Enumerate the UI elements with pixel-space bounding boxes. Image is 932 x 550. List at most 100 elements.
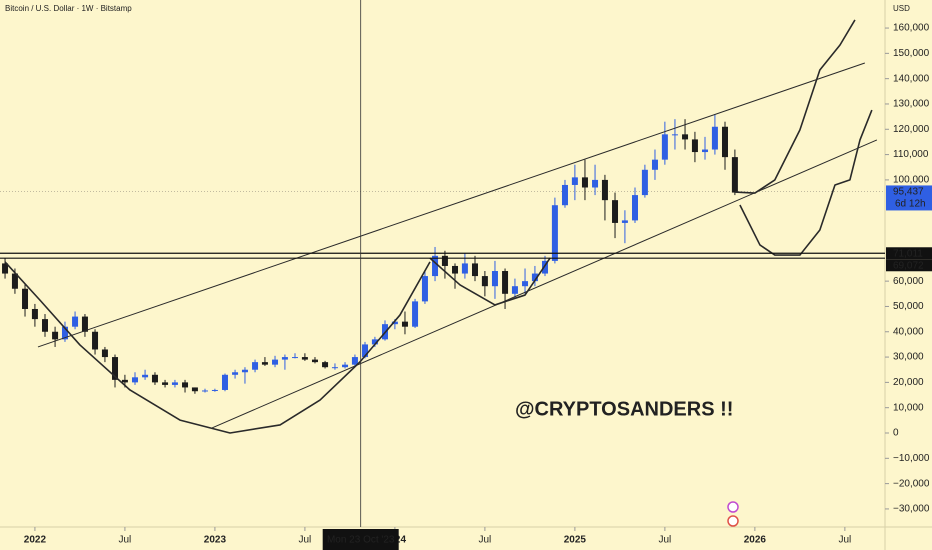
candle-body xyxy=(571,177,578,185)
candle-body xyxy=(441,255,448,266)
candle-body xyxy=(61,326,68,340)
y-tick-label: 10,000 xyxy=(893,402,924,413)
candle-body xyxy=(311,359,318,363)
candle-body xyxy=(691,139,698,153)
candle-body xyxy=(581,177,588,188)
x-tick-label: Jul xyxy=(119,535,132,546)
candle-body xyxy=(721,126,728,158)
candle-body xyxy=(301,357,308,360)
candle-body xyxy=(651,159,658,170)
plot-area xyxy=(0,19,885,434)
candle-body xyxy=(522,281,529,287)
candle-body xyxy=(362,344,369,358)
candle-body xyxy=(292,357,298,359)
candle-body xyxy=(261,362,268,365)
candle-body xyxy=(481,276,488,287)
candle-body xyxy=(101,349,108,358)
candle-body xyxy=(592,179,599,188)
candle-body xyxy=(342,364,349,368)
y-tick-label: 0 xyxy=(893,428,899,439)
trend-drawing xyxy=(739,109,873,256)
candle-body xyxy=(112,357,119,380)
x-tick-label: Jul xyxy=(299,535,312,546)
chart-title: Bitcoin / U.S. Dollar · 1W · Bitstamp xyxy=(5,4,132,13)
candle-body xyxy=(682,134,689,140)
y-tick-label: 120,000 xyxy=(893,124,930,135)
candle-body xyxy=(432,255,439,277)
trend-drawing xyxy=(211,139,878,429)
price-label: 95,437 xyxy=(893,187,924,198)
candle-body xyxy=(391,321,398,325)
icon xyxy=(727,501,739,513)
y-tick-label: 130,000 xyxy=(893,99,930,110)
candle-body xyxy=(322,362,329,368)
candle-body xyxy=(182,382,189,388)
candle-body xyxy=(461,263,468,274)
candle-body xyxy=(171,382,178,385)
candle-body xyxy=(211,389,218,391)
candle-body xyxy=(531,273,538,282)
crosshair-label: Mon 23 Oct '23 xyxy=(327,535,395,546)
x-tick-label: 2025 xyxy=(564,535,587,546)
candle-body xyxy=(202,390,209,392)
candle-body xyxy=(81,316,88,332)
candle-body xyxy=(671,134,678,136)
y-tick-label: 40,000 xyxy=(893,326,924,337)
crosshair-label-box xyxy=(322,529,399,550)
candle-body xyxy=(371,339,378,345)
candle-body xyxy=(52,331,59,340)
candle-body xyxy=(22,288,29,309)
candle-body xyxy=(281,357,288,360)
candle-body xyxy=(2,263,9,274)
candle-body xyxy=(612,200,619,223)
y-tick-label: 20,000 xyxy=(893,377,924,388)
candle-body xyxy=(711,126,718,150)
candle-body xyxy=(232,372,239,375)
level-label: 71,011 xyxy=(893,248,923,259)
y-tick-label: 150,000 xyxy=(893,48,930,59)
candle-body xyxy=(162,382,169,385)
x-tick-label: 2023 xyxy=(204,535,227,546)
candle-body xyxy=(252,362,259,370)
candle-body xyxy=(731,157,738,193)
candle-body xyxy=(621,220,628,223)
candle-body xyxy=(151,374,158,383)
candle-body xyxy=(11,273,18,289)
candle-body xyxy=(191,387,198,392)
candle-body xyxy=(31,308,38,320)
candle-body xyxy=(241,369,248,373)
x-tick-label: 2022 xyxy=(24,535,47,546)
icon xyxy=(727,515,739,527)
candle-body xyxy=(131,377,138,383)
y-tick-label: −20,000 xyxy=(893,478,930,489)
y-tick-label: 110,000 xyxy=(893,149,929,160)
candle-body xyxy=(641,169,648,196)
price-label-box xyxy=(886,185,932,211)
x-tick-label: 2026 xyxy=(744,535,767,546)
candle-body xyxy=(551,205,558,261)
candle-body xyxy=(542,260,549,274)
candle-body xyxy=(502,271,509,294)
candle-body xyxy=(412,301,419,327)
x-tick-label: Jul xyxy=(658,535,671,546)
candle-body xyxy=(601,179,608,201)
candle-body xyxy=(351,357,358,365)
candle-body xyxy=(511,286,518,294)
y-tick-label: 160,000 xyxy=(893,23,930,34)
trend-drawing xyxy=(4,261,431,434)
candle-body xyxy=(142,374,149,378)
watermark: @CRYPTOSANDERS !! xyxy=(515,398,733,420)
y-tick-label: 50,000 xyxy=(893,301,924,312)
candle-body xyxy=(452,265,459,274)
candle-body xyxy=(702,149,709,153)
countdown-label: 6d 12h xyxy=(895,199,926,210)
y-tick-label: 100,000 xyxy=(893,175,930,186)
x-tick-label: Jul xyxy=(838,535,851,546)
y-tick-label: −30,000 xyxy=(893,504,930,515)
y-tick-label: 30,000 xyxy=(893,352,924,363)
candle-body xyxy=(471,263,478,277)
level-label-box xyxy=(886,247,932,260)
